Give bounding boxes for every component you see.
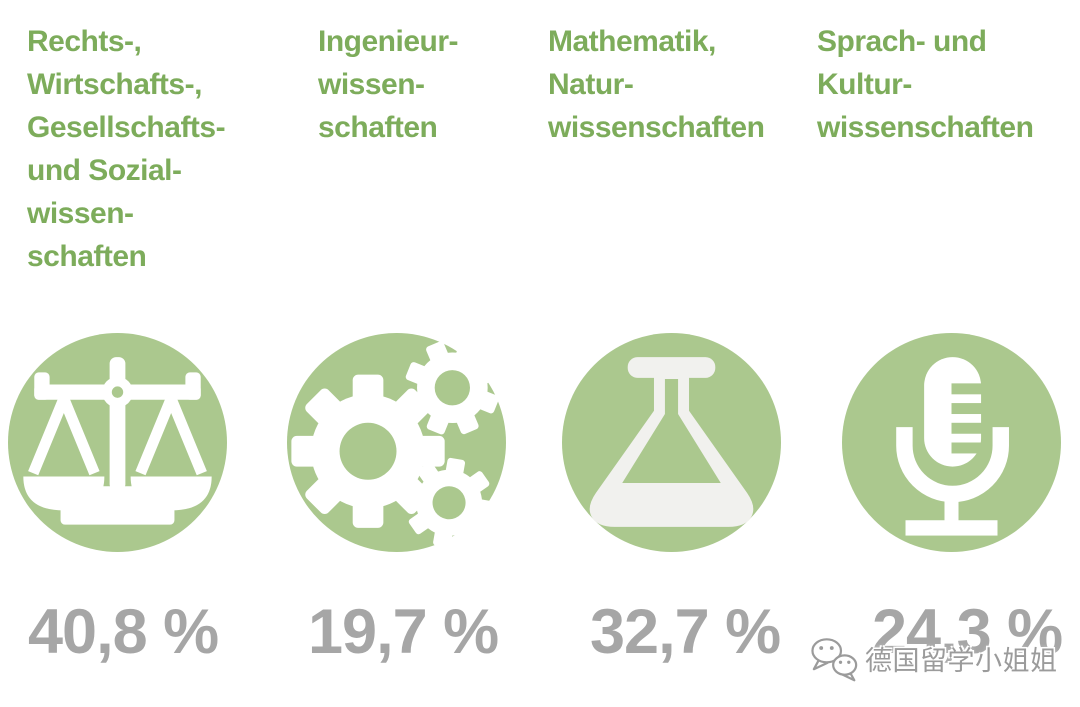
flask-icon bbox=[589, 357, 754, 527]
category-label-engineering: Ingenieur- wissen- schaften bbox=[318, 25, 459, 144]
category-label-math-science: Mathematik, Natur- wissenschaften bbox=[548, 25, 765, 144]
icon-circle-language bbox=[842, 333, 1061, 552]
category-label-language-culture: Sprach- und Kultur- wissenschaften bbox=[817, 25, 1034, 144]
scales-of-justice-icon bbox=[23, 357, 212, 525]
watermark-text: 德国留学小姐姐 bbox=[865, 646, 1058, 676]
microphone-icon bbox=[896, 357, 1009, 536]
icon-circle-engineering bbox=[287, 333, 506, 552]
wechat-icon bbox=[811, 638, 858, 682]
percent-value-engineering: 19,7 % bbox=[308, 597, 499, 667]
percent-value-law: 40,8 % bbox=[28, 597, 219, 667]
icon-circle-law bbox=[8, 333, 227, 552]
percent-value-language: 24,3 % bbox=[872, 597, 1063, 667]
watermark: 德国留学小姐姐 bbox=[809, 637, 1058, 683]
category-label-law-economics-social: Rechts-, Wirtschafts-, Gesellschafts- un… bbox=[27, 25, 226, 273]
gears-icon bbox=[291, 341, 499, 548]
icon-circle-science bbox=[562, 333, 781, 552]
percent-value-science: 32,7 % bbox=[590, 597, 781, 667]
